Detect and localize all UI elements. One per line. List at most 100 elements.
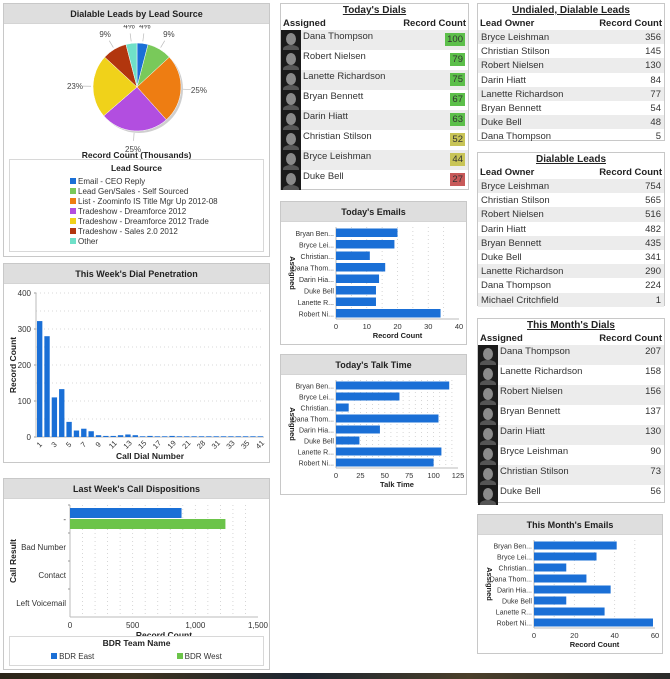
record-count: 54	[650, 103, 661, 115]
legend-item[interactable]: Tradeshow - Dreamforce 2012 Trade	[70, 216, 263, 226]
table-row[interactable]: Robert Nielsen 130	[478, 58, 664, 73]
table-row[interactable]: Bryan Bennett 435	[478, 235, 664, 250]
table-row[interactable]: Christian Stilson 52	[281, 130, 468, 150]
row-name: Christian Stilson	[500, 466, 569, 477]
table-row[interactable]: Darin Hiatt 63	[281, 110, 468, 130]
row-name: Darin Hiatt	[500, 426, 545, 437]
legend-item[interactable]: Tradeshow - Sales 2.0 2012	[70, 226, 263, 236]
column-header-record-count[interactable]: Record Count	[599, 333, 662, 344]
table-row[interactable]: Lanette Richardson 75	[281, 70, 468, 90]
todays-emails-bar-chart[interactable]: Bryan Ben... Bryce Lei... Christian... Dana…	[281, 223, 466, 345]
column-header-lead-owner[interactable]: Lead Owner	[480, 18, 535, 29]
call-dispositions-bar-chart[interactable]: - Bad Number Contact Left Voicemail 0 500 1,00…	[4, 500, 269, 640]
record-count-badge: 79	[450, 53, 465, 66]
table-row[interactable]: Dana Thompson 5	[478, 129, 664, 143]
table-row[interactable]: Dana Thompson 224	[478, 278, 664, 292]
row-name: Lanette Richardson	[481, 88, 564, 100]
svg-text:17: 17	[151, 439, 163, 451]
column-header-assigned[interactable]: Assigned	[480, 333, 523, 344]
column-header-record-count[interactable]: Record Count	[403, 18, 466, 29]
table-row[interactable]: Michael Critchfield 1	[478, 292, 664, 307]
legend-item[interactable]: Lead Gen/Sales - Self Sourced	[70, 186, 263, 196]
svg-text:100: 100	[427, 471, 440, 480]
table-row[interactable]: Duke Bell 341	[478, 250, 664, 264]
svg-text:Robert Ni...: Robert Ni...	[497, 621, 532, 628]
avatar-photo	[281, 110, 301, 130]
undialed-leads-table: Undialed, Dialable Leads Lead Owner Reco…	[477, 3, 665, 143]
table-row[interactable]: Dana Thompson 207	[478, 345, 664, 365]
table-row[interactable]: Christian Stilson 145	[478, 44, 664, 58]
table-row[interactable]: Robert Nielsen 79	[281, 50, 468, 70]
lead-source-pie-chart[interactable]: 4% 9% 25% 25% 23% 9% 4%	[4, 25, 269, 155]
svg-text:4%: 4%	[123, 25, 135, 30]
svg-text:Talk Time: Talk Time	[380, 480, 414, 489]
table-row[interactable]: Bryce Leishman 90	[478, 445, 664, 465]
dial-penetration-title: This Week's Dial Penetration	[4, 264, 269, 284]
table-row[interactable]: Bryce Leishman 356	[478, 30, 664, 45]
record-count: 84	[650, 74, 661, 86]
row-name: Dana Thompson	[481, 280, 552, 292]
svg-text:33: 33	[224, 439, 236, 451]
svg-text:30: 30	[424, 322, 432, 331]
legend-item[interactable]: Other	[70, 236, 263, 246]
record-count: 435	[645, 237, 661, 249]
svg-text:23%: 23%	[67, 82, 83, 91]
record-count: 224	[645, 280, 661, 292]
table-row[interactable]: Darin Hiatt 84	[478, 73, 664, 87]
table-title: This Month's Dials	[527, 320, 615, 331]
table-row[interactable]: Lanette Richardson 158	[478, 365, 664, 385]
svg-text:9%: 9%	[163, 30, 175, 39]
table-row[interactable]: Duke Bell 56	[478, 485, 664, 505]
table-row[interactable]: Robert Nielsen 516	[478, 207, 664, 222]
svg-text:Record Count: Record Count	[8, 337, 18, 393]
svg-text:Call Result: Call Result	[8, 539, 18, 583]
record-count: 130	[645, 60, 661, 72]
record-count: 482	[645, 223, 661, 235]
column-header-lead-owner[interactable]: Lead Owner	[480, 167, 535, 178]
table-row[interactable]: Dana Thompson 100	[281, 30, 468, 50]
row-name: Bryan Bennett	[500, 406, 561, 417]
todays-talk-time-panel: Today's Talk Time Bryan Ben... Bryce Lei.…	[280, 354, 467, 495]
table-row[interactable]: Darin Hiatt 130	[478, 425, 664, 445]
row-name: Christian Stilson	[303, 131, 372, 142]
record-count: 1	[655, 294, 661, 306]
row-name: Bryce Leishman	[481, 32, 550, 44]
table-row[interactable]: Bryan Bennett 137	[478, 405, 664, 425]
table-row[interactable]: Bryan Bennett 67	[281, 90, 468, 110]
row-name: Duke Bell	[303, 171, 344, 182]
legend-item[interactable]: List - Zoominfo IS Title Mgr Up 2012-08	[70, 196, 263, 206]
avatar-photo	[281, 70, 301, 90]
column-header-record-count[interactable]: Record Count	[599, 167, 662, 178]
svg-text:0: 0	[532, 631, 536, 640]
svg-text:1: 1	[35, 440, 44, 449]
column-header-assigned[interactable]: Assigned	[283, 18, 326, 29]
table-row[interactable]: Duke Bell 48	[478, 115, 664, 130]
table-row[interactable]: Bryce Leishman 754	[478, 179, 664, 194]
record-count: 341	[645, 252, 661, 264]
column-header-record-count[interactable]: Record Count	[599, 18, 662, 29]
svg-text:13: 13	[121, 439, 133, 451]
table-row[interactable]: Lanette Richardson 77	[478, 86, 664, 101]
table-row[interactable]: Bryan Bennett 54	[478, 101, 664, 115]
svg-text:Bryan Ben...: Bryan Ben...	[493, 544, 532, 551]
legend-item[interactable]: BDR West	[176, 651, 222, 661]
legend-item[interactable]: Email - CEO Reply	[70, 176, 263, 186]
table-row[interactable]: Bryce Leishman 44	[281, 150, 468, 170]
table-row[interactable]: Robert Nielsen 156	[478, 385, 664, 405]
table-row[interactable]: Christian Stilson 565	[478, 193, 664, 207]
svg-text:Darin Hia...: Darin Hia...	[299, 277, 334, 284]
todays-talk-time-bar-chart[interactable]: Bryan Ben... Bryce Lei... Christian... Dana…	[281, 376, 466, 495]
row-name: Robert Nielsen	[500, 386, 563, 397]
table-row[interactable]: Lanette Richardson 290	[478, 264, 664, 279]
table-row[interactable]: Christian Stilson 73	[478, 465, 664, 485]
legend-item[interactable]: BDR East	[51, 651, 94, 661]
svg-text:40: 40	[455, 322, 463, 331]
table-row[interactable]: Darin Hiatt 482	[478, 222, 664, 236]
legend-item[interactable]: Tradeshow - Dreamforce 2012	[70, 206, 263, 216]
table-row[interactable]: Duke Bell 27	[281, 170, 468, 190]
month-emails-bar-chart[interactable]: Bryan Ben... Bryce Lei... Christian... Dana…	[478, 536, 662, 654]
row-name: Dana Thompson	[481, 131, 552, 143]
row-name: Duke Bell	[481, 117, 522, 129]
svg-text:Assigned: Assigned	[288, 407, 297, 441]
